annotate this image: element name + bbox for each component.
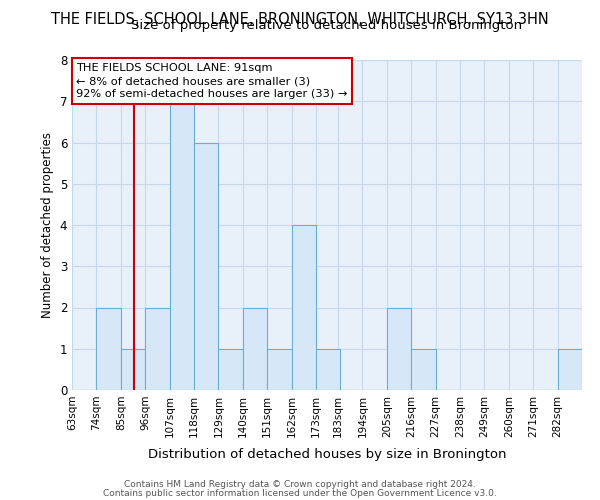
Bar xyxy=(170,101,194,390)
Bar xyxy=(267,349,292,390)
Bar xyxy=(411,349,436,390)
Bar xyxy=(194,142,218,390)
Bar xyxy=(316,349,340,390)
Text: Contains HM Land Registry data © Crown copyright and database right 2024.: Contains HM Land Registry data © Crown c… xyxy=(124,480,476,489)
Bar xyxy=(97,308,121,390)
Bar xyxy=(121,349,145,390)
Bar xyxy=(145,308,170,390)
Bar xyxy=(292,225,316,390)
Text: THE FIELDS, SCHOOL LANE, BRONINGTON, WHITCHURCH, SY13 3HN: THE FIELDS, SCHOOL LANE, BRONINGTON, WHI… xyxy=(51,12,549,28)
Text: Contains public sector information licensed under the Open Government Licence v3: Contains public sector information licen… xyxy=(103,489,497,498)
Title: Size of property relative to detached houses in Bronington: Size of property relative to detached ho… xyxy=(131,20,523,32)
Bar xyxy=(218,349,243,390)
Y-axis label: Number of detached properties: Number of detached properties xyxy=(41,132,54,318)
Text: THE FIELDS SCHOOL LANE: 91sqm
← 8% of detached houses are smaller (3)
92% of sem: THE FIELDS SCHOOL LANE: 91sqm ← 8% of de… xyxy=(76,63,348,100)
X-axis label: Distribution of detached houses by size in Bronington: Distribution of detached houses by size … xyxy=(148,448,506,461)
Bar xyxy=(387,308,411,390)
Bar xyxy=(243,308,267,390)
Bar xyxy=(557,349,582,390)
